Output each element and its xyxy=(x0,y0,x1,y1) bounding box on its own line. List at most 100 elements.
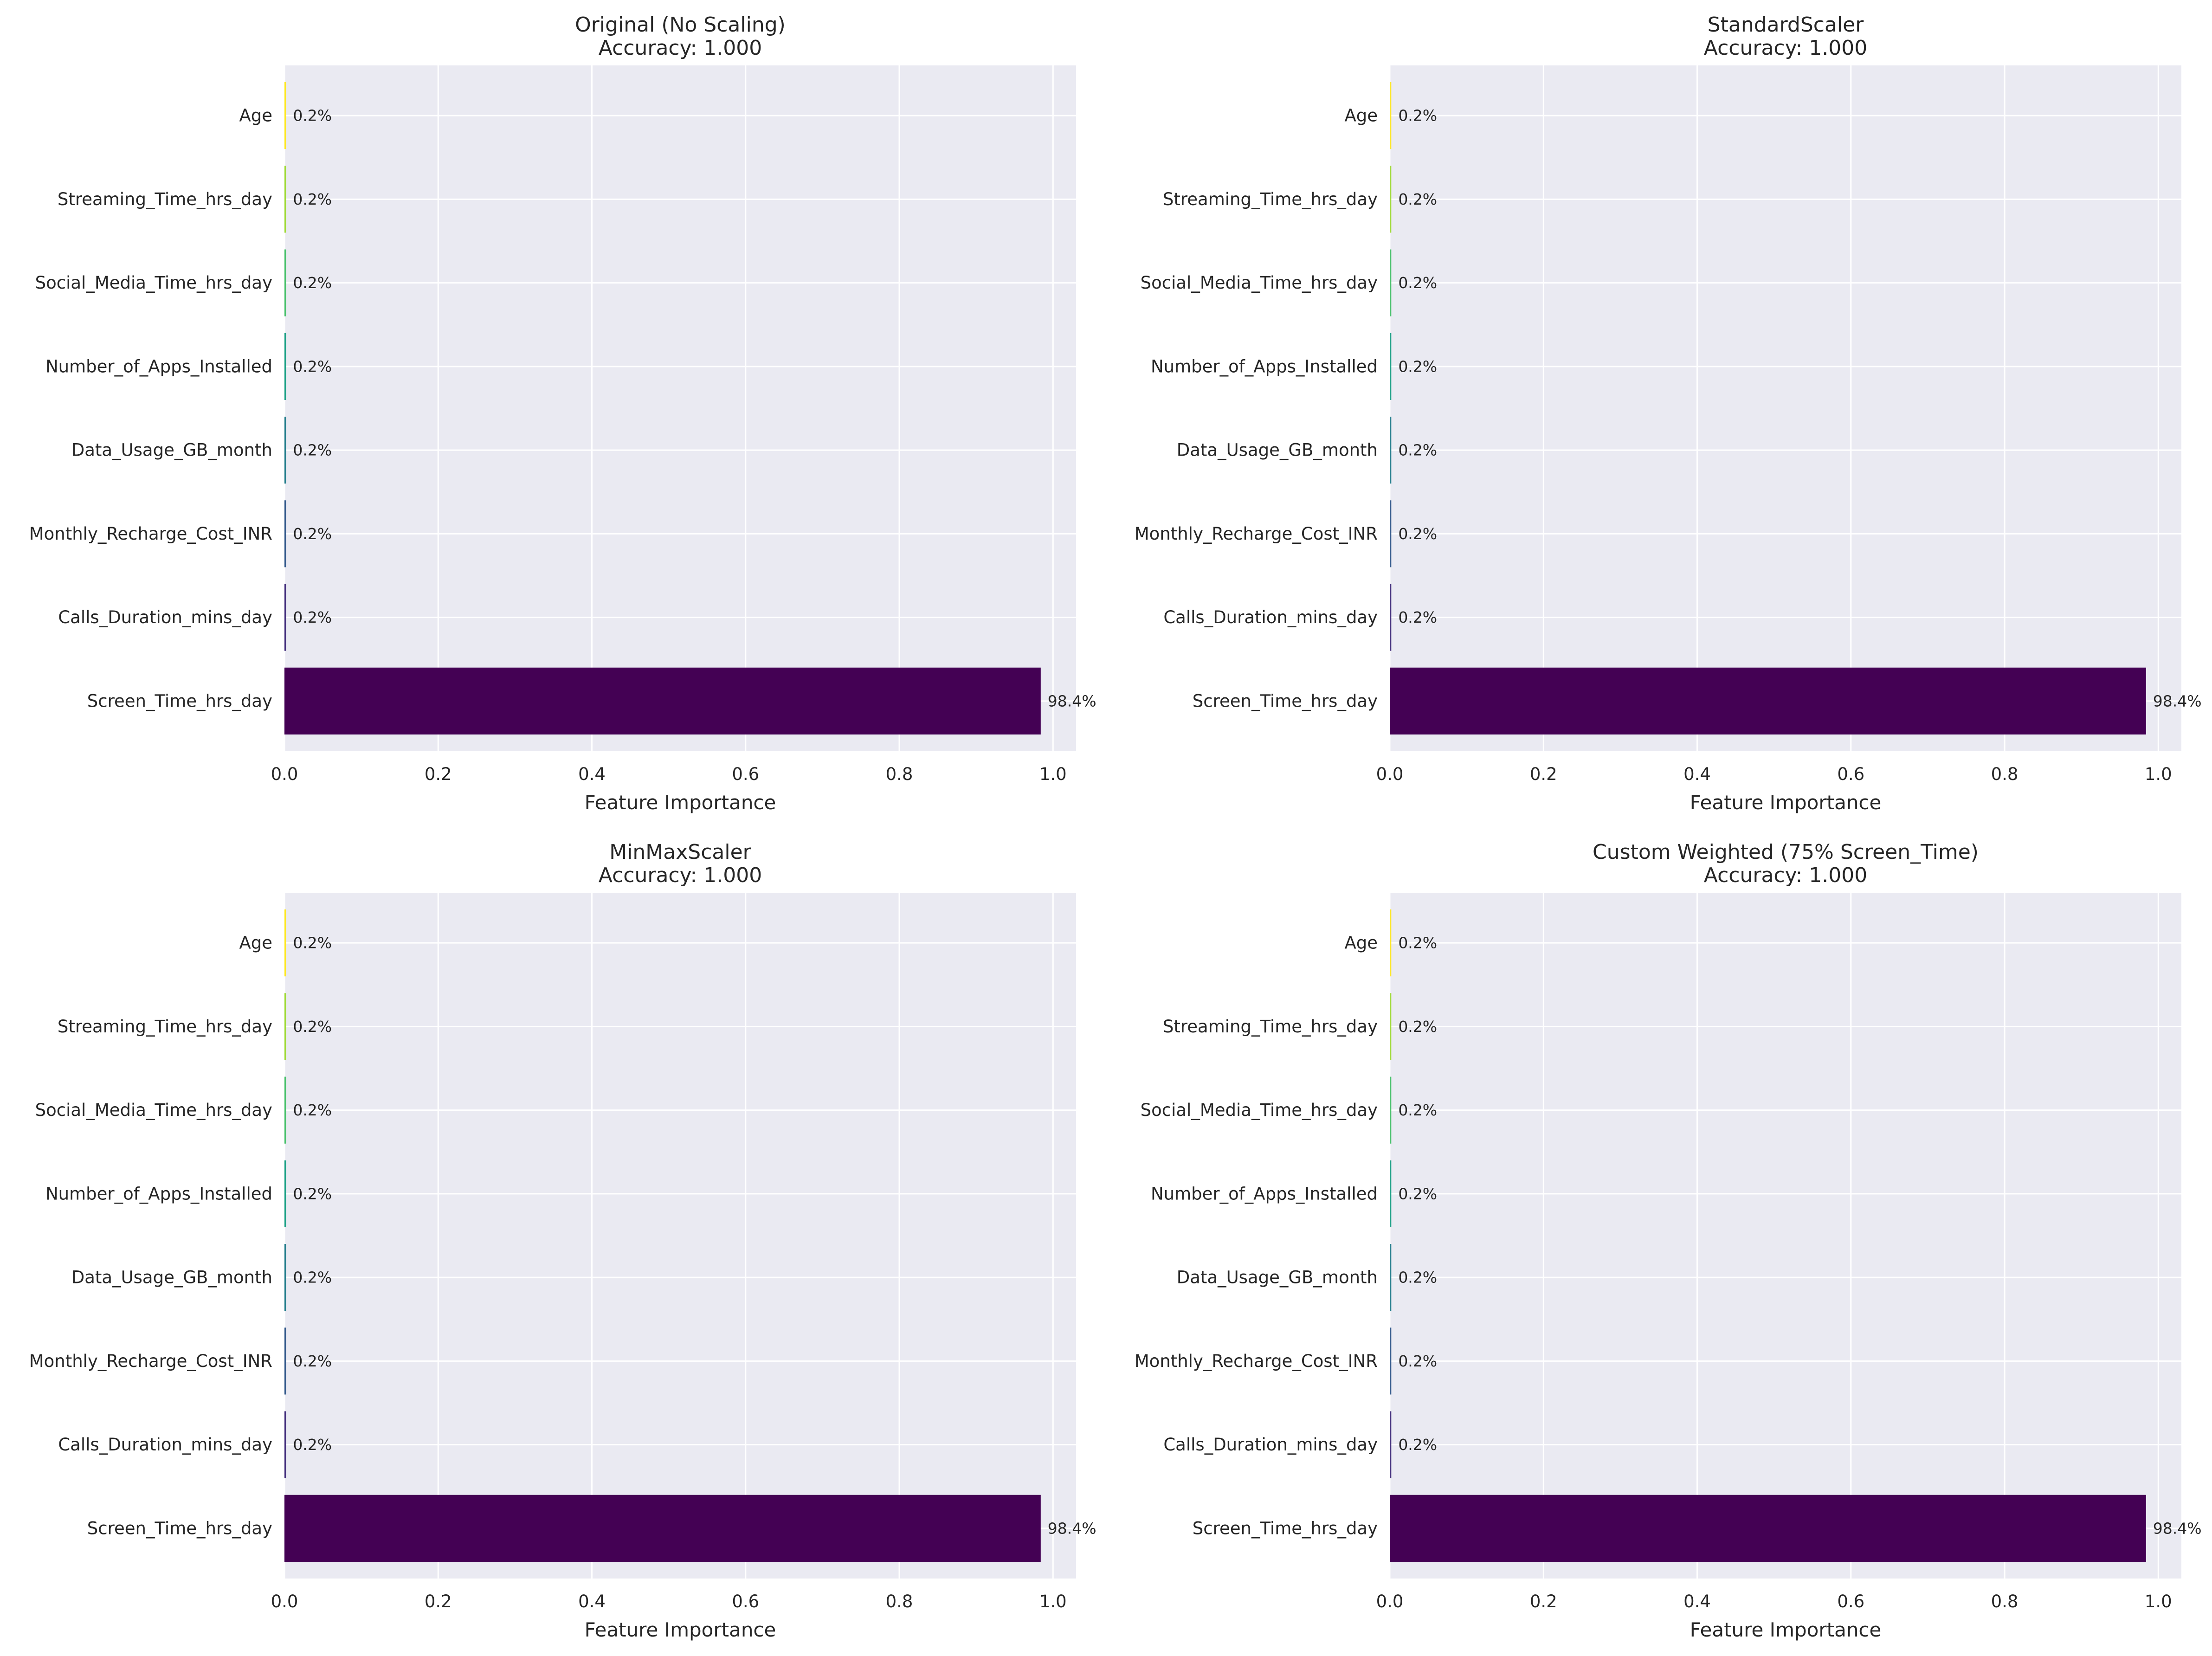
subplot-custom-weighted: Custom Weighted (75% Screen_Time) Accura… xyxy=(1135,840,2202,1641)
bars xyxy=(284,909,1041,1562)
bars xyxy=(1390,82,2146,735)
x-tick-labels: 0.0 0.2 0.4 0.6 0.8 1.0 xyxy=(271,764,1067,784)
bar-value-label: 0.2% xyxy=(293,190,332,208)
x-tick-label: 1.0 xyxy=(1039,1592,1067,1611)
x-tick-label: 0.8 xyxy=(886,764,913,784)
y-tick-label: Screen_Time_hrs_day xyxy=(87,691,272,711)
x-tick-label: 0.0 xyxy=(271,1592,298,1611)
y-tick-labels: Age Streaming_Time_hrs_day Social_Media_Ti… xyxy=(29,933,272,1539)
bar xyxy=(284,1327,286,1395)
bar-value-label: 0.2% xyxy=(1398,1352,1437,1370)
y-tick-label: Monthly_Recharge_Cost_INR xyxy=(1135,524,1378,544)
bar xyxy=(1390,417,1392,484)
subplot-subtitle: Accuracy: 1.000 xyxy=(1704,863,1867,887)
y-tick-label: Number_of_Apps_Installed xyxy=(1151,356,1378,376)
bars xyxy=(284,82,1041,735)
bar xyxy=(1390,82,1392,149)
subplot-title: Original (No Scaling) xyxy=(575,13,786,37)
bar-value-label: 0.2% xyxy=(1398,1018,1437,1036)
bar xyxy=(284,333,286,400)
subplot-subtitle: Accuracy: 1.000 xyxy=(1704,36,1867,60)
bar-value-label: 0.2% xyxy=(293,1185,332,1203)
y-tick-label: Number_of_Apps_Installed xyxy=(1151,1184,1378,1204)
bar-value-label: 98.4% xyxy=(2153,1519,2202,1537)
x-tick-label: 0.8 xyxy=(886,1592,913,1611)
bar-value-labels: 0.2% 0.2% 0.2% 0.2% 0.2% 0.2% 0.2% 98.4% xyxy=(1398,107,2201,710)
y-tick-label: Screen_Time_hrs_day xyxy=(87,1518,272,1538)
bar xyxy=(284,1160,286,1227)
bar xyxy=(1390,909,1392,977)
y-tick-label: Streaming_Time_hrs_day xyxy=(58,1017,272,1037)
y-tick-label: Data_Usage_GB_month xyxy=(71,440,272,460)
bar-value-label: 0.2% xyxy=(293,1018,332,1036)
y-tick-label: Social_Media_Time_hrs_day xyxy=(35,1100,272,1120)
x-axis-label: Feature Importance xyxy=(1690,1618,1882,1641)
bar xyxy=(284,1495,1041,1562)
y-tick-label: Screen_Time_hrs_day xyxy=(1193,691,1378,711)
x-tick-label: 0.6 xyxy=(1837,1592,1864,1611)
x-axis-label: Feature Importance xyxy=(585,791,776,814)
y-tick-label: Calls_Duration_mins_day xyxy=(1163,1435,1378,1455)
bar-value-label: 0.2% xyxy=(293,357,332,375)
bar xyxy=(284,1411,286,1478)
subplot-subtitle: Accuracy: 1.000 xyxy=(599,863,762,887)
y-tick-label: Calls_Duration_mins_day xyxy=(58,607,272,627)
axes-background xyxy=(284,65,1076,751)
grid-lines xyxy=(1389,893,2181,1579)
bar-value-label: 0.2% xyxy=(1398,107,1437,125)
x-tick-label: 0.2 xyxy=(1530,764,1557,784)
bar-value-label: 0.2% xyxy=(293,1269,332,1287)
y-tick-label: Screen_Time_hrs_day xyxy=(1193,1518,1378,1538)
bar xyxy=(1390,333,1392,400)
bar xyxy=(284,909,286,977)
bar-value-label: 0.2% xyxy=(1398,1185,1437,1203)
bar xyxy=(284,993,286,1060)
bar xyxy=(284,417,286,484)
bar xyxy=(284,584,286,651)
bar xyxy=(1390,584,1392,651)
x-tick-label: 0.4 xyxy=(578,1592,606,1611)
bar-value-label: 0.2% xyxy=(1398,1101,1437,1119)
x-tick-label: 1.0 xyxy=(1039,764,1067,784)
bar xyxy=(1390,993,1392,1060)
y-tick-label: Number_of_Apps_Installed xyxy=(45,1184,272,1204)
y-tick-label: Streaming_Time_hrs_day xyxy=(58,189,272,209)
x-tick-label: 0.0 xyxy=(1376,764,1404,784)
y-tick-label: Monthly_Recharge_Cost_INR xyxy=(29,524,272,544)
bar xyxy=(1390,166,1392,233)
bar-value-labels: 0.2% 0.2% 0.2% 0.2% 0.2% 0.2% 0.2% 98.4% xyxy=(293,934,1096,1538)
bar xyxy=(284,500,286,567)
y-tick-label: Calls_Duration_mins_day xyxy=(58,1435,272,1455)
x-tick-label: 1.0 xyxy=(2145,764,2172,784)
x-tick-label: 0.4 xyxy=(1683,764,1711,784)
y-tick-labels: Age Streaming_Time_hrs_day Social_Media_Ti… xyxy=(29,106,272,711)
bars xyxy=(1390,909,2146,1562)
x-tick-label: 0.8 xyxy=(1991,1592,2019,1611)
bar-value-label: 0.2% xyxy=(293,1436,332,1454)
x-tick-label: 0.0 xyxy=(1376,1592,1404,1611)
y-tick-label: Social_Media_Time_hrs_day xyxy=(35,273,272,293)
y-tick-label: Data_Usage_GB_month xyxy=(1177,1268,1378,1288)
y-tick-label: Data_Usage_GB_month xyxy=(71,1268,272,1288)
axes-background xyxy=(1390,893,2181,1579)
bar-value-label: 0.2% xyxy=(1398,441,1437,459)
y-tick-label: Monthly_Recharge_Cost_INR xyxy=(1135,1351,1378,1371)
bar xyxy=(284,82,286,149)
y-tick-label: Number_of_Apps_Installed xyxy=(45,356,272,376)
subplot-title: StandardScaler xyxy=(1708,13,1864,37)
bar-value-label: 0.2% xyxy=(293,934,332,952)
y-tick-labels: Age Streaming_Time_hrs_day Social_Media_Ti… xyxy=(1135,933,1378,1539)
bar xyxy=(1390,1160,1392,1227)
y-tick-label: Age xyxy=(239,106,272,126)
bar xyxy=(284,166,286,233)
x-tick-labels: 0.0 0.2 0.4 0.6 0.8 1.0 xyxy=(1376,1592,2172,1611)
x-tick-label: 1.0 xyxy=(2145,1592,2172,1611)
x-tick-label: 0.0 xyxy=(271,764,298,784)
bar-value-label: 0.2% xyxy=(293,1352,332,1370)
bar xyxy=(1390,1411,1392,1478)
bar-value-label: 98.4% xyxy=(2153,692,2202,710)
bar-value-label: 0.2% xyxy=(293,608,332,626)
bar-value-label: 0.2% xyxy=(293,525,332,543)
x-tick-label: 0.2 xyxy=(425,764,452,784)
bar-value-labels: 0.2% 0.2% 0.2% 0.2% 0.2% 0.2% 0.2% 98.4% xyxy=(293,107,1096,710)
